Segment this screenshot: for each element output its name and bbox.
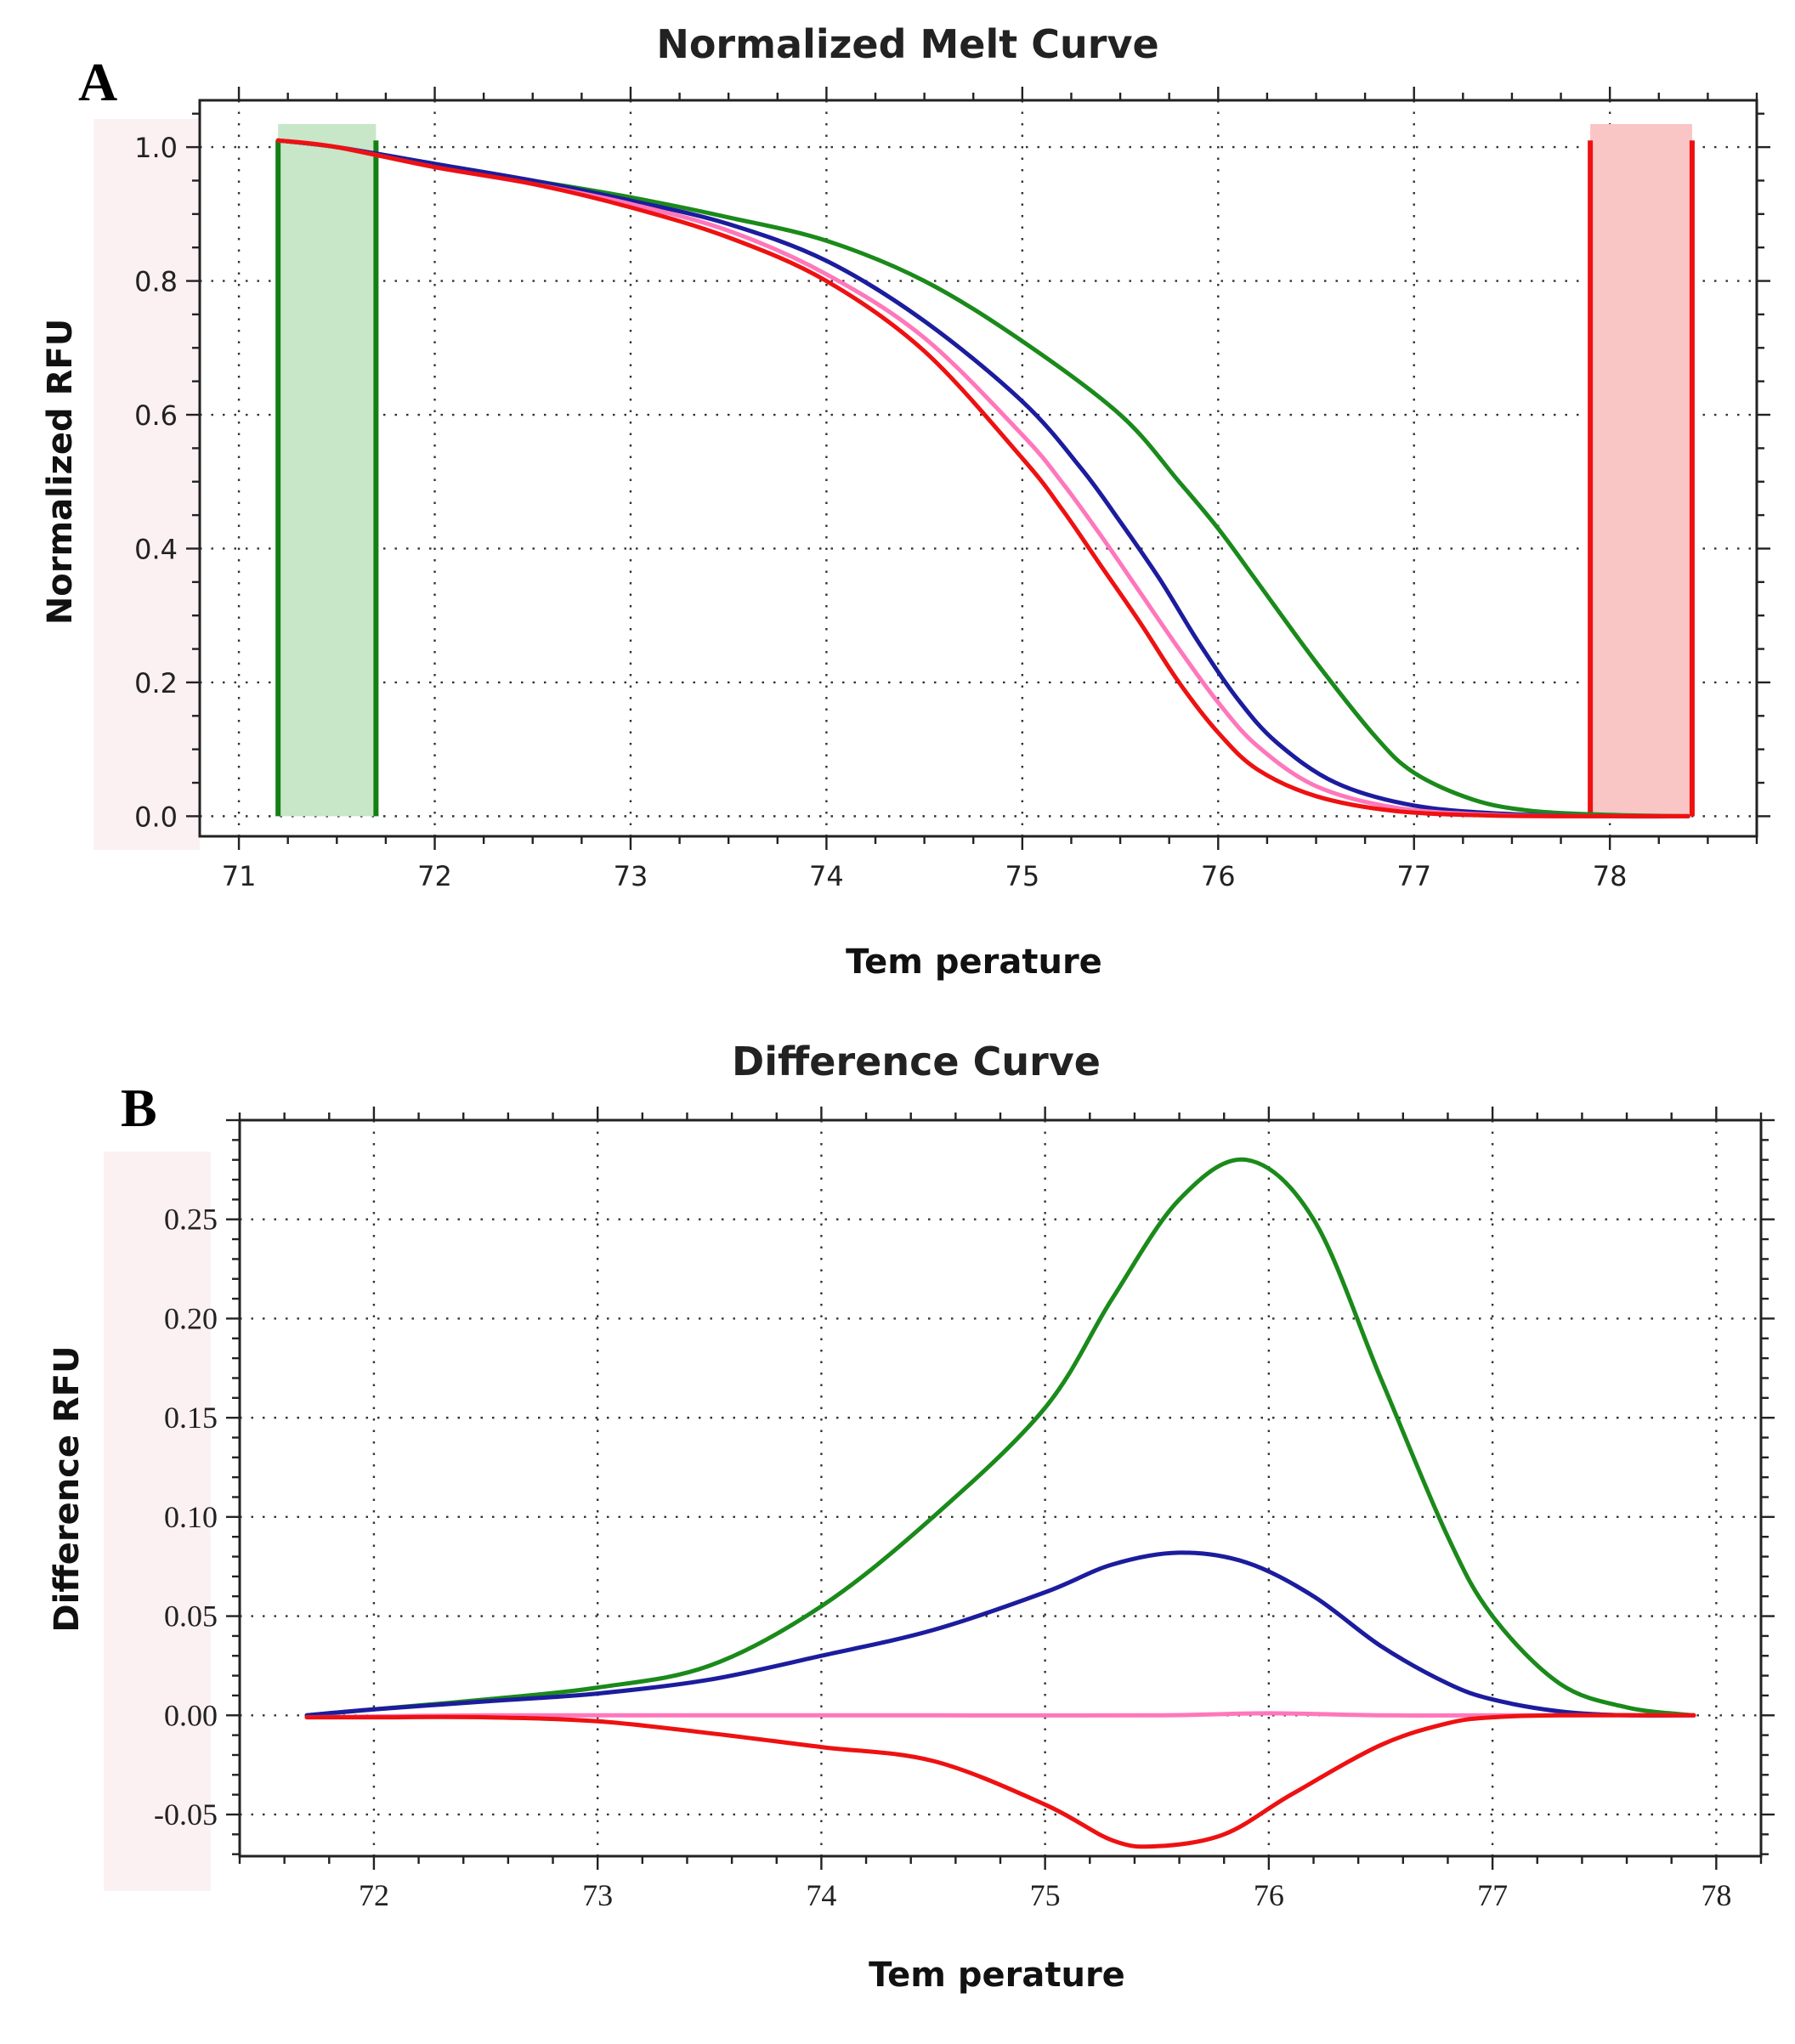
melt-y-tick-label-5: 1.0	[134, 132, 178, 164]
melt-x-tick-label-4: 75	[1005, 860, 1039, 892]
panel-letter-a: A	[78, 52, 117, 112]
difference-plot-frame	[238, 1118, 1763, 1858]
difference-x-tick-label-3: 75	[1030, 1878, 1061, 1912]
difference-chart-title: Difference Curve	[732, 1039, 1101, 1084]
difference-series-line-0	[304, 1157, 1696, 1718]
melt-x-tick-label-3: 74	[809, 860, 844, 892]
melt-region-band-1[interactable]	[1590, 124, 1692, 817]
melt-y-tick-label-3: 0.6	[134, 399, 178, 432]
melt-ylabel-backdrop	[93, 119, 200, 850]
difference-series-line-2	[304, 1711, 1696, 1720]
difference-series-line-1	[304, 1550, 1696, 1718]
melt-x-tick-label-2: 73	[614, 860, 648, 892]
difference-x-tick-label-1: 73	[582, 1878, 613, 1912]
difference-y-tick-label-0: -0.05	[154, 1798, 218, 1832]
melt-series-line-0	[275, 138, 1690, 818]
melt-y-tick-label-0: 0.0	[134, 801, 178, 833]
panel-letter-b: B	[121, 1078, 157, 1138]
melt-x-tick-label-7: 78	[1593, 860, 1628, 892]
difference-y-tick-label-6: 0.25	[164, 1203, 218, 1237]
difference-x-tick-label-5: 77	[1477, 1878, 1508, 1912]
difference-x-tick-label-6: 78	[1701, 1878, 1731, 1912]
melt-y-tick-label-2: 0.4	[134, 533, 178, 565]
melt-chart-title: Normalized Melt Curve	[656, 21, 1158, 67]
melt-series-line-2	[275, 138, 1690, 818]
difference-y-tick-label-1: 0.00	[164, 1698, 218, 1732]
melt-plot-frame	[198, 99, 1758, 838]
melt-curve-panel: A Normalized Melt Curve Normalized RFU T…	[41, 21, 1770, 982]
difference-x-tick-label-4: 76	[1254, 1878, 1284, 1912]
melt-x-axis-label: Tem perature	[846, 943, 1102, 982]
melt-x-tick-label-6: 77	[1396, 860, 1431, 892]
difference-y-tick-label-2: 0.05	[164, 1600, 218, 1634]
difference-y-tick-label-3: 0.10	[164, 1500, 218, 1534]
melt-x-tick-label-5: 76	[1201, 860, 1236, 892]
difference-y-tick-label-5: 0.20	[164, 1301, 218, 1335]
difference-ylabel-backdrop	[104, 1152, 211, 1891]
melt-x-tick-label-1: 72	[417, 860, 452, 892]
difference-y-axis-label: Difference RFU	[48, 1345, 87, 1632]
difference-x-axis-label: Tem perature	[869, 1956, 1125, 1995]
difference-y-tick-label-4: 0.15	[164, 1401, 218, 1435]
difference-plot-area: 72 73 74 75 76 77 78 -0.05 0.00 0.05 0.10 0.15 0.20 0…	[154, 1107, 1775, 1912]
melt-region-band-0[interactable]	[278, 124, 377, 817]
difference-x-tick-label-0: 72	[359, 1878, 389, 1912]
difference-curve-panel: B Difference Curve Difference RFU Tem pe…	[48, 1039, 1775, 1995]
difference-series-line-3	[304, 1713, 1696, 1849]
melt-series-line-3	[275, 138, 1690, 818]
melt-y-tick-label-4: 0.8	[134, 266, 178, 298]
melt-y-axis-label: Normalized RFU	[41, 319, 80, 625]
difference-x-tick-label-2: 74	[806, 1878, 836, 1912]
melt-y-tick-label-1: 0.2	[134, 667, 178, 699]
melt-x-tick-label-0: 71	[222, 860, 257, 892]
melt-series-line-1	[275, 138, 1690, 819]
melt-plot-area: 71 72 73 74 75 76 77 78 0.0 0.2 0.4 0.6 0.8 1.0	[134, 87, 1770, 892]
